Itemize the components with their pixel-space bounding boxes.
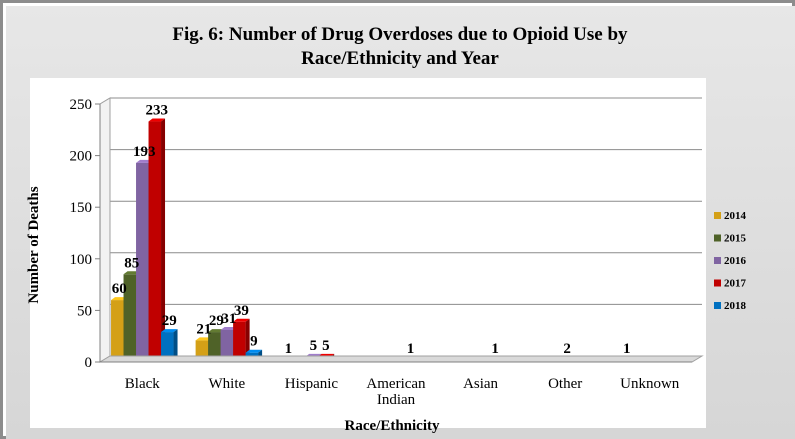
category-label-3: Indian xyxy=(377,392,416,408)
category-label-1: White xyxy=(209,376,246,392)
bar-2017-1 xyxy=(233,318,250,362)
chart-title-line-2: Race/Ethnicity and Year xyxy=(301,48,499,69)
data-label-2017-4: 1 xyxy=(491,341,499,357)
category-label-4: Asian xyxy=(463,376,498,392)
legend: 2014 2015 2016 2017 2018 xyxy=(714,210,747,312)
legend-swatch-2017 xyxy=(714,279,721,287)
axes: 0 50 100 150 200 250 Black White Hispanic America… xyxy=(70,97,704,408)
y-tick-label: 100 xyxy=(70,252,93,268)
category-label-6: Unknown xyxy=(620,376,680,392)
y-axis-title: Number of Deaths xyxy=(26,186,42,303)
data-label-2015-0: 85 xyxy=(124,255,139,271)
data-label-2015-1: 29 xyxy=(209,313,224,329)
data-label-2016-0: 193 xyxy=(133,144,156,160)
data-label-2016-1: 31 xyxy=(221,311,236,327)
y-tick-label: 150 xyxy=(70,200,93,216)
data-label-2014-0: 60 xyxy=(112,281,127,297)
chart-title-line-1: Fig. 6: Number of Drug Overdoses due to … xyxy=(172,24,628,45)
category-label-2: Hispanic xyxy=(285,376,339,392)
y-tick-label: 200 xyxy=(70,149,93,165)
data-label-2014-1: 21 xyxy=(196,321,211,337)
data-label-2017-0: 233 xyxy=(146,103,169,119)
category-label-0: Black xyxy=(125,376,160,392)
data-label-2017-3: 1 xyxy=(407,341,415,357)
data-label-2014-6: 1 xyxy=(623,341,631,357)
legend-swatch-2018 xyxy=(714,302,721,309)
data-label-2018-0: 29 xyxy=(162,313,177,329)
legend-label-2018: 2018 xyxy=(724,300,747,312)
bar-2017-0 xyxy=(148,118,166,362)
legend-swatch-2015 xyxy=(714,234,721,242)
y-tick-label: 0 xyxy=(85,355,93,371)
y-tick-label: 50 xyxy=(77,303,92,319)
legend-swatch-2014 xyxy=(714,212,721,219)
legend-label-2015: 2015 xyxy=(724,233,747,245)
side-wall xyxy=(99,97,111,363)
legend-swatch-2016 xyxy=(714,257,721,264)
category-label-5: Other xyxy=(548,376,582,392)
x-axis-title: Race/Ethnicity xyxy=(345,418,440,434)
y-tick-label: 250 xyxy=(70,97,93,113)
data-label-2016-2: 5 xyxy=(310,338,318,354)
legend-label-2017: 2017 xyxy=(724,278,747,290)
bar-2018-0 xyxy=(161,329,178,362)
data-label-2018-1: 9 xyxy=(250,334,258,350)
data-label-2016-5: 2 xyxy=(563,341,571,357)
data-label-2017-2: 5 xyxy=(322,338,330,354)
floor xyxy=(98,355,704,363)
data-label-2017-1: 39 xyxy=(234,303,249,319)
legend-label-2016: 2016 xyxy=(724,255,747,267)
legend-label-2014: 2014 xyxy=(724,210,747,222)
data-label-2014-2: 1 xyxy=(285,341,293,357)
category-label-3: American xyxy=(366,376,426,392)
